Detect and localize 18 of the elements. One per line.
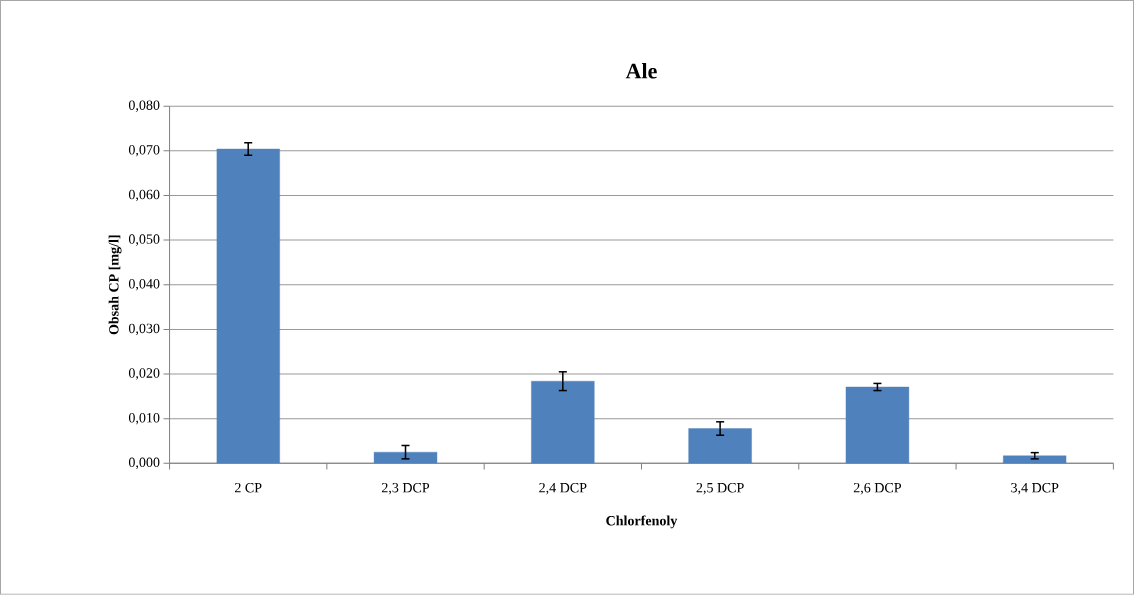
x-tick-label: 2,4 DCP: [539, 483, 587, 495]
x-axis-title: Chlorfenoly: [606, 515, 678, 529]
y-tick-label: 0,000: [128, 457, 160, 470]
x-tick-label: 2,3 DCP: [381, 483, 430, 495]
x-tick-label: 2,5 DCP: [696, 483, 744, 495]
x-tick-label: 2 CP: [234, 483, 262, 493]
y-tick-label: 0,080: [128, 100, 160, 113]
y-tick-label: 0,020: [128, 368, 160, 380]
x-tick-label: 2,6 DCP: [853, 483, 902, 495]
y-tick-label: 0,070: [128, 145, 160, 157]
y-tick-label: 0,060: [128, 189, 160, 202]
y-tick-label: 0,030: [128, 323, 160, 336]
y-tick-label: 0,040: [128, 279, 160, 291]
chart-title: Ale: [625, 63, 657, 79]
y-tick-label: 0,010: [128, 413, 160, 425]
y-tick-label: 0,050: [128, 234, 160, 247]
x-tick-label: 3,4 DCP: [1011, 483, 1059, 495]
y-axis-title: Obsah CP [mg/l]: [108, 235, 122, 335]
